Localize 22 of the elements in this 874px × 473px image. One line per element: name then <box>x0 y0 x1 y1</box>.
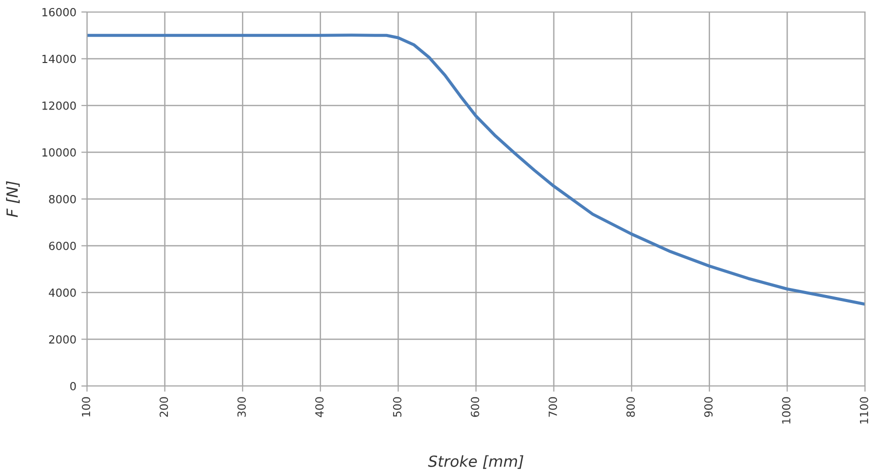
y-tick-label: 16000 <box>42 8 76 16</box>
x-tick-label: 900 <box>704 397 713 417</box>
y-axis-title: F [N] <box>6 181 20 218</box>
x-tick-label: 300 <box>237 397 246 417</box>
x-tick-label: 500 <box>393 397 402 417</box>
x-tick-label: 200 <box>160 397 168 417</box>
x-tick-label: 100 <box>82 397 90 416</box>
y-tick-label: 2000 <box>49 335 76 344</box>
y-tick-label: 4000 <box>48 288 76 297</box>
x-tick-label: 1100 <box>860 397 868 424</box>
y-tick-label: 12000 <box>42 101 76 110</box>
y-tick-label: 6000 <box>49 242 76 250</box>
y-tick-label: 14000 <box>42 54 76 64</box>
y-tick-label: 0 <box>70 382 76 390</box>
y-tick-label: 8000 <box>49 194 76 204</box>
x-tick-label: 400 <box>315 397 324 418</box>
x-tick-label: 600 <box>470 397 480 417</box>
x-tick-label: 800 <box>626 397 635 417</box>
x-tick-label: 1000 <box>782 397 790 424</box>
x-axis-title: Stroke [mm] <box>428 455 524 469</box>
y-tick-label: 10000 <box>42 148 76 157</box>
x-tick-label: 700 <box>548 397 558 417</box>
